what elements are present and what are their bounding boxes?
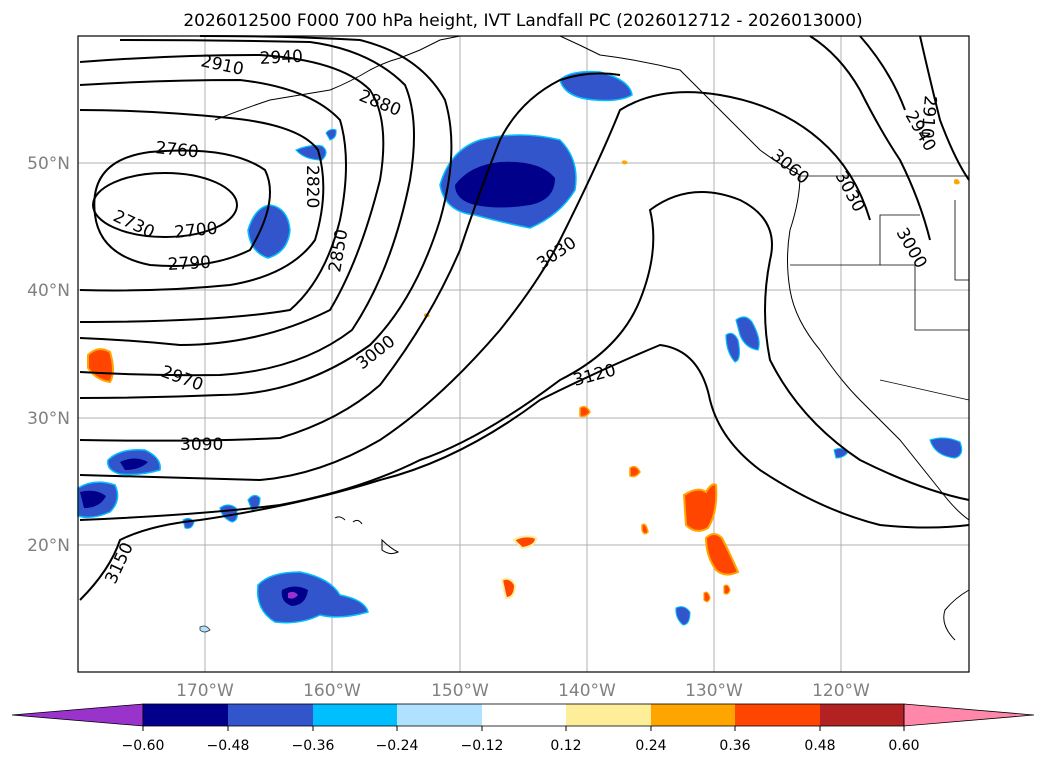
lon-label: 160°W xyxy=(303,681,361,701)
colorbar-segment xyxy=(397,704,482,726)
map-panel: 2910 2940 2880 2760 2820 2730 2700 2790 … xyxy=(77,35,970,673)
lon-label: 120°W xyxy=(812,681,870,701)
colorbar-segment xyxy=(313,704,397,726)
colorbar-segment xyxy=(735,704,820,726)
colorbar: −0.60 −0.48 −0.36 −0.24 −0.12 0.12 0.24 … xyxy=(11,703,1035,754)
lon-labels: 170°W 160°W 150°W 140°W 130°W 120°W xyxy=(176,681,870,701)
colorbar-segment xyxy=(228,704,313,726)
colorbar-tick-label: −0.24 xyxy=(376,738,419,754)
colorbar-segment xyxy=(482,704,566,726)
lon-label: 170°W xyxy=(176,681,234,701)
colorbar-segment xyxy=(820,704,904,726)
contour-label: 2820 xyxy=(302,165,322,208)
colorbar-segment xyxy=(143,704,228,726)
colorbar-tick-label: 0.48 xyxy=(804,738,835,754)
contour-label: 2790 xyxy=(167,253,211,275)
lat-label: 30°N xyxy=(27,409,70,429)
lat-label: 50°N xyxy=(27,154,70,174)
lat-labels: 50°N 40°N 30°N 20°N xyxy=(27,154,70,556)
lon-label: 150°W xyxy=(431,681,489,701)
map-frame xyxy=(77,35,970,673)
contour-label: 2700 xyxy=(173,219,218,243)
contour-label: 2760 xyxy=(154,138,199,162)
colorbar-max-arrow xyxy=(903,703,1035,727)
contour-label: 2940 xyxy=(259,47,303,69)
contour-label: 3090 xyxy=(180,435,223,455)
ivt-positive-areas xyxy=(87,160,960,603)
gridlines xyxy=(78,36,969,672)
colorbar-segment xyxy=(566,704,651,726)
colorbar-tick-label: −0.60 xyxy=(122,738,165,754)
lat-label: 40°N xyxy=(27,281,70,301)
lon-label: 130°W xyxy=(685,681,743,701)
borders xyxy=(790,175,970,401)
colorbar-frame xyxy=(142,703,905,727)
colorbar-segment xyxy=(651,704,735,726)
colorbar-tick-label: 0.24 xyxy=(635,738,666,754)
colorbar-tick-label: −0.12 xyxy=(461,738,504,754)
lat-label: 20°N xyxy=(27,536,70,556)
colorbar-tick-label: −0.48 xyxy=(207,738,250,754)
colorbar-tick-label: 0.60 xyxy=(888,738,919,754)
height-contours xyxy=(79,35,970,601)
colorbar-tick-label: −0.36 xyxy=(292,738,335,754)
colorbar-min-arrow xyxy=(11,703,144,727)
colorbar-ticks xyxy=(142,726,905,731)
colorbar-tick-label: 0.36 xyxy=(719,738,750,754)
contour-label: 2910 xyxy=(916,95,940,140)
ivt-negative-areas xyxy=(77,70,963,633)
map-title: 2026012500 F000 700 hPa height, IVT Land… xyxy=(183,11,862,31)
lon-label: 140°W xyxy=(558,681,616,701)
colorbar-tick-label: 0.12 xyxy=(550,738,581,754)
coastlines xyxy=(214,35,970,641)
